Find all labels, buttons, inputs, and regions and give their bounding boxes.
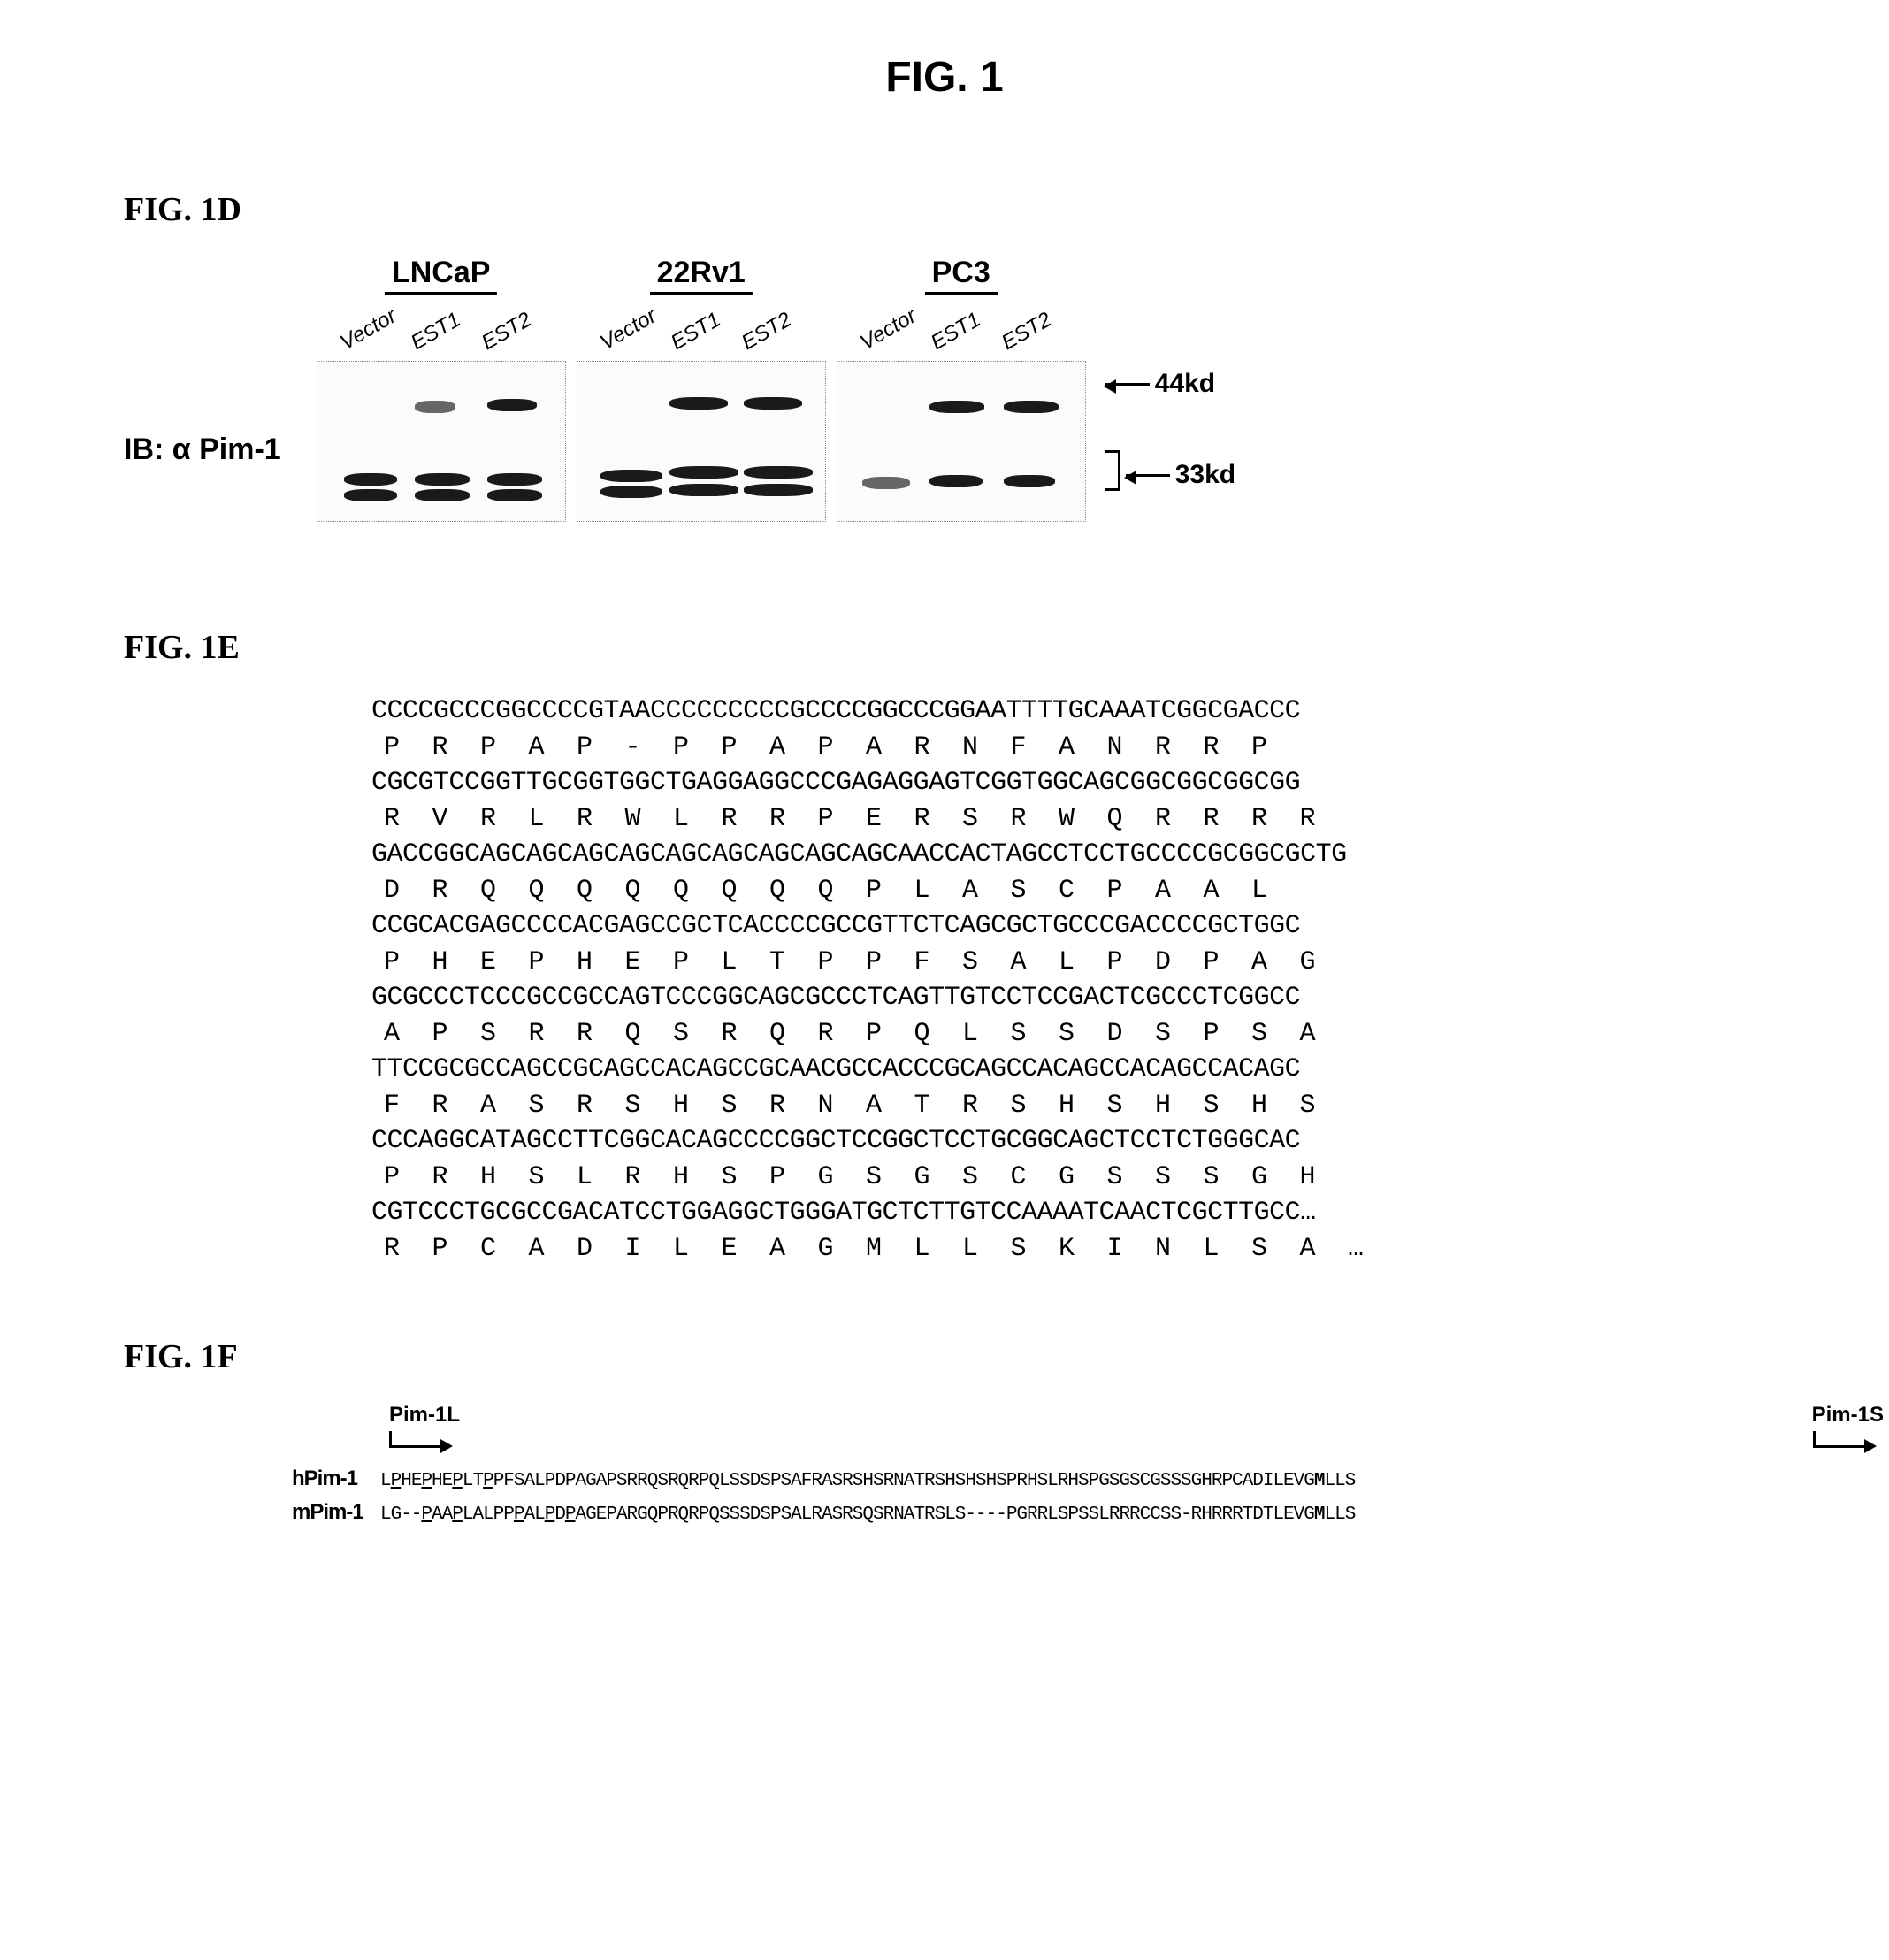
lane-label: Vector [596, 312, 646, 356]
molecular-weight-labels: 44kd 33kd [1105, 344, 1235, 503]
nucleotide-row: CCGCACGAGCCCCACGAGCCGCTCACCCCGCCGTTCTCAG… [371, 908, 1836, 945]
blot-box [317, 361, 566, 522]
band [744, 484, 813, 496]
aminoacid-row: APSRRQSRQRPQLSSDSPSA [384, 1016, 1836, 1053]
blot-group: LNCaP Vector EST1 EST2 [317, 256, 566, 522]
pim1s-marker: Pim-1S [1812, 1403, 1884, 1458]
fig1e-title: FIG. 1E [124, 628, 1836, 667]
sequence-block: CCCCGCCCGGCCCCGTAACCCCCCCCCGCCCCGGCCCGGA… [371, 693, 1836, 1267]
blot-box [577, 361, 826, 522]
group-title: 22Rv1 [650, 256, 753, 295]
nucleotide-row: CCCCGCCCGGCCCCGTAACCCCCCCCCGCCCCGGCCCGGA… [371, 693, 1836, 730]
band [415, 489, 470, 501]
lane-label: EST1 [667, 312, 717, 356]
band [929, 475, 983, 487]
group-title: PC3 [925, 256, 998, 295]
band [487, 489, 542, 501]
lane-label: Vector [336, 312, 386, 356]
bracket-icon [1105, 450, 1120, 491]
alignment-header: Pim-1L Pim-1S [389, 1403, 1884, 1458]
mw-top-text: 44kd [1155, 369, 1215, 399]
pim1l-label: Pim-1L [389, 1403, 460, 1428]
blot-group: 22Rv1Vector EST1 EST2 [577, 256, 826, 522]
arrow-icon [389, 1431, 460, 1458]
nucleotide-row: CCCAGGCATAGCCTTCGGCACAGCCCCGGCTCCGGCTCCT… [371, 1123, 1836, 1160]
lane-label: EST2 [478, 312, 528, 356]
band [862, 477, 910, 489]
blot-group: PC3 Vector EST1 EST2 [837, 256, 1086, 522]
alignment-sequence: LG--PAAPLALPPPALPDPAGEPARGQPRQRPQSSSDSPS… [380, 1504, 1355, 1525]
nucleotide-row: CGCGTCCGGTTGCGGTGGCTGAGGAGGCCCGAGAGGAGTC… [371, 765, 1836, 801]
band [415, 473, 470, 486]
pim1s-label: Pim-1S [1812, 1403, 1884, 1428]
immunoblot-label: IB: α Pim-1 [124, 433, 281, 467]
mw-bot-text: 33kd [1175, 460, 1235, 490]
arrow-icon [1126, 474, 1170, 477]
band [929, 401, 984, 413]
nucleotide-row: CGTCCCTGCGCCGACATCCTGGAGGCTGGGATGCTCTTGT… [371, 1195, 1836, 1231]
band [744, 466, 813, 479]
band [600, 470, 662, 482]
band [487, 473, 542, 486]
band [415, 401, 455, 413]
alignment-row: mPim-1LG--PAAPLALPPPALPDPAGEPARGQPRQRPQS… [292, 1500, 1836, 1525]
lane-label: EST2 [738, 312, 788, 356]
fig1f-title: FIG. 1F [124, 1337, 1836, 1376]
band [344, 489, 397, 501]
fig1d-title: FIG. 1D [124, 190, 1836, 229]
mw-44kd: 44kd [1105, 369, 1235, 399]
lane-label: Vector [856, 312, 906, 356]
fig1f-panel: Pim-1L Pim-1S hPim-1LPHEPHEPLTPPFSALPDPA… [292, 1403, 1836, 1525]
band [600, 486, 662, 498]
band [669, 484, 738, 496]
band [344, 473, 397, 486]
lane-label: EST1 [407, 312, 457, 356]
band [669, 397, 728, 410]
group-title: LNCaP [385, 256, 497, 295]
aminoacid-row: RVRLRWLRRPERSRWQRRRR [384, 801, 1836, 838]
species-name: hPim-1 [292, 1466, 380, 1491]
aminoacid-row: PRPAP-PPAPARNFANRRP [384, 730, 1836, 766]
band [487, 399, 537, 411]
lane-labels: VectorEST1EST2 [608, 302, 794, 356]
lane-label: EST2 [998, 312, 1048, 356]
lane-label: EST1 [927, 312, 977, 356]
figure-main-title: FIG. 1 [53, 53, 1836, 102]
alignment-rows: hPim-1LPHEPHEPLTPPFSALPDPAGAPSRRQSRQRPQL… [292, 1466, 1836, 1525]
lane-labels: VectorEST1EST2 [868, 302, 1054, 356]
aminoacid-row: RPCADILEAGMLLSKINLSA… [384, 1231, 1836, 1267]
band [1004, 401, 1059, 413]
arrow-icon [1813, 1431, 1884, 1458]
mw-33kd: 33kd [1105, 459, 1235, 491]
blot-groups-container: LNCaPVectorEST1EST222Rv1VectorEST1EST2PC… [317, 256, 1097, 522]
alignment-row: hPim-1LPHEPHEPLTPPFSALPDPAGAPSRRQSRQRPQL… [292, 1466, 1836, 1491]
pim1l-marker: Pim-1L [389, 1403, 460, 1458]
blot-box [837, 361, 1086, 522]
aminoacid-row: PRHSLRHSPGSGSCGSSSGH [384, 1160, 1836, 1196]
nucleotide-row: TTCCGCGCCAGCCGCAGCCACAGCCGCAACGCCACCCGCA… [371, 1052, 1836, 1088]
aminoacid-row: FRASRSHSRNATRSHSHSHS [384, 1088, 1836, 1124]
alignment-sequence: LPHEPHEPLTPPFSALPDPAGAPSRRQSRQRPQLSSDSPS… [380, 1471, 1355, 1491]
band [669, 466, 738, 479]
nucleotide-row: GCGCCCTCCCGCCGCCAGTCCCGGCAGCGCCCTCAGTTGT… [371, 980, 1836, 1016]
species-name: mPim-1 [292, 1500, 380, 1525]
fig1d-panel: IB: α Pim-1 LNCaPVectorEST1EST222Rv1Vect… [124, 256, 1836, 522]
lane-labels: VectorEST1EST2 [348, 302, 534, 356]
band [744, 397, 802, 410]
band [1004, 475, 1055, 487]
aminoacid-row: DRQQQQQQQQPLASCPAAL [384, 873, 1836, 909]
aminoacid-row: PHEPHEPLTPPFSALPDPAG [384, 945, 1836, 981]
nucleotide-row: GACCGGCAGCAGCAGCAGCAGCAGCAGCAGCAGCAACCAC… [371, 837, 1836, 873]
arrow-icon [1105, 383, 1150, 386]
